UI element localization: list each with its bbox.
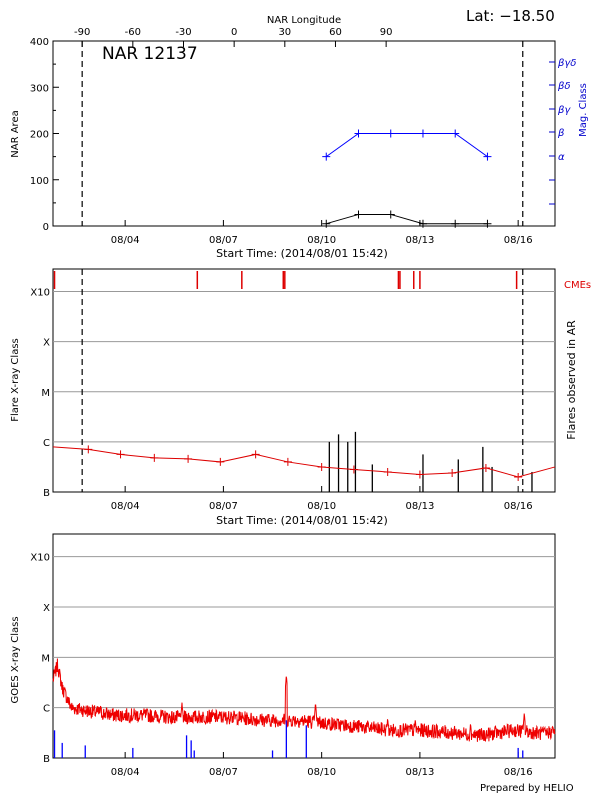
flares-observed-axis-label: Flares observed in AR	[565, 320, 578, 440]
flare-date-tick-label: 08/04	[111, 501, 140, 512]
nar-area-ytick-label: 0	[43, 222, 49, 233]
goes-class-tick-label: M	[41, 653, 50, 664]
mag_class-point	[386, 129, 395, 138]
cme-legend: CMEs	[564, 280, 591, 291]
background-flux-point	[349, 465, 358, 474]
nar-longitude-axis-label: NAR Longitude	[267, 15, 341, 26]
background-flux-point	[116, 450, 125, 459]
nar-area-frame	[52, 40, 556, 227]
nar-date-tick-label: 08/04	[111, 235, 140, 246]
longitude-tick-label: 60	[329, 27, 342, 38]
flare-class-tick-label: X	[43, 338, 50, 349]
nar-area-ytick-label: 100	[30, 176, 49, 187]
background-flux-point	[84, 445, 93, 454]
goes-class-axis-label: GOES X-ray Class	[10, 616, 21, 703]
mag-class-axis-label: Mag. Class	[578, 83, 589, 137]
nar-area-axis-label: NAR Area	[10, 110, 21, 157]
area-point	[322, 219, 331, 228]
nar-area-panel: NAR 12137 NAR Longitude NAR Area Mag. Cl…	[10, 15, 589, 260]
area-point	[386, 210, 395, 219]
flare-frame	[52, 268, 556, 493]
area-point	[451, 219, 460, 228]
background-flux-point	[514, 472, 523, 481]
goes-flux-line	[52, 658, 556, 742]
goes-class-tick-label: X10	[30, 553, 50, 564]
background-flux-point	[317, 462, 326, 471]
area-point	[483, 219, 492, 228]
area-point	[354, 210, 363, 219]
background-flux-point	[150, 453, 159, 462]
mag-class-tick-label: βγδ	[557, 58, 576, 69]
mag_class-point	[483, 152, 492, 161]
mag-class-tick-label: βγ	[557, 105, 571, 116]
goes-class-tick-label: C	[43, 704, 50, 715]
nar-area-ytick-label: 200	[30, 130, 49, 141]
background-flux-point	[184, 454, 193, 463]
goes-date-tick-label: 08/07	[209, 767, 238, 778]
nar-date-tick-label: 08/13	[405, 235, 434, 246]
mag_class-line	[325, 133, 488, 158]
goes-date-tick-label: 08/16	[504, 767, 533, 778]
lat-label: Lat: −18.50	[466, 7, 555, 25]
goes-frame	[52, 533, 556, 759]
goes-date-tick-label: 08/10	[307, 767, 336, 778]
flare-class-tick-label: X10	[30, 288, 50, 299]
background-flux-point	[251, 450, 260, 459]
area-point	[418, 219, 427, 228]
mag_class-point	[354, 129, 363, 138]
background-flux-point	[383, 467, 392, 476]
nar-area-ytick-label: 400	[30, 37, 49, 48]
goes-class-tick-label: B	[43, 754, 50, 765]
goes-date-tick-label: 08/04	[111, 767, 140, 778]
area-line	[326, 213, 488, 225]
nar-date-tick-label: 08/16	[504, 235, 533, 246]
longitude-tick-label: 30	[278, 27, 291, 38]
longitude-tick-label: 90	[380, 27, 393, 38]
background-flux-point	[283, 457, 292, 466]
goes-panel: GOES X-ray Class B C M X X10 08/04 08/07 08/10 0…	[10, 533, 556, 778]
mag-class-tick-label: α	[558, 152, 565, 163]
nar-area-ytick-label: 300	[30, 83, 49, 94]
longitude-tick-label: -90	[74, 27, 90, 38]
start-time-label-1: Start Time: (2014/08/01 15:42)	[216, 247, 388, 260]
flare-panel: Flare X-ray Class Flares observed in AR …	[10, 268, 591, 527]
longitude-tick-label: 0	[231, 27, 237, 38]
mag_class-point	[322, 152, 331, 161]
prepared-by-label: Prepared by HELIO	[480, 783, 574, 794]
flare-class-tick-label: C	[43, 438, 50, 449]
flare-date-tick-label: 08/13	[405, 501, 434, 512]
flare-class-tick-label: M	[41, 388, 50, 399]
goes-class-tick-label: X	[43, 603, 50, 614]
nar-date-tick-label: 08/07	[209, 235, 238, 246]
background-flux-point	[448, 468, 457, 477]
longitude-tick-label: -30	[175, 27, 191, 38]
nar-date-tick-label: 08/10	[307, 235, 336, 246]
flare-date-tick-label: 08/16	[504, 501, 533, 512]
nar-title: NAR 12137	[102, 44, 198, 64]
flare-class-axis-label: Flare X-ray Class	[10, 338, 21, 422]
background-flux-point	[216, 457, 225, 466]
background-flux-point	[415, 470, 424, 479]
goes-date-tick-label: 08/13	[405, 767, 434, 778]
mag-class-tick-label: β	[557, 128, 565, 139]
background-flux-line	[52, 446, 556, 478]
start-time-label-2: Start Time: (2014/08/01 15:42)	[216, 514, 388, 527]
flare-date-tick-label: 08/10	[307, 501, 336, 512]
mag_class-point	[418, 129, 427, 138]
mag_class-point	[451, 129, 460, 138]
longitude-tick-label: -60	[125, 27, 141, 38]
background-flux-point	[481, 463, 490, 472]
flare-date-tick-label: 08/07	[209, 501, 238, 512]
flare-class-tick-label: B	[43, 488, 50, 499]
mag-class-tick-label: βδ	[557, 81, 571, 92]
